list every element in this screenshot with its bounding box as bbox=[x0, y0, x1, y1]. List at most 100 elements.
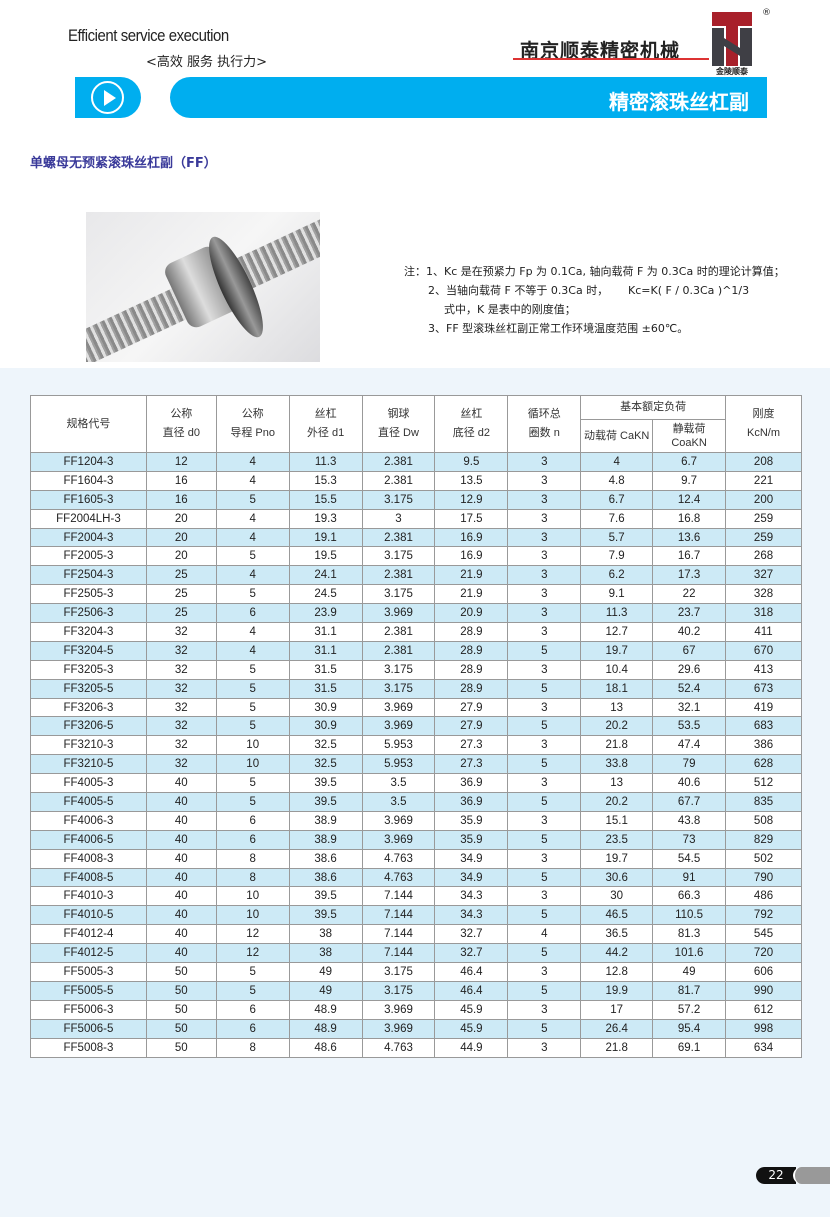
table-cell: 15.1 bbox=[580, 810, 654, 831]
table-row: FF4012-5 40 12 38 7.144 32.7 5 44.2 101.6 720 bbox=[30, 943, 802, 964]
table-cell: 40 bbox=[145, 924, 217, 945]
table-cell: 6.7 bbox=[580, 489, 654, 510]
table-row: FF5005-3 50 5 49 3.175 46.4 3 12.8 49 606 bbox=[30, 962, 802, 982]
table-row: FF3210-3 32 10 32.5 5.953 27.3 3 21.8 47.4 386 bbox=[30, 735, 802, 756]
table-row: FF3204-5 32 4 31.1 2.381 28.9 5 19.7 67 670 bbox=[30, 640, 802, 661]
table-cell: FF4010-3 bbox=[30, 886, 147, 907]
table-cell: FF2005-3 bbox=[30, 546, 147, 567]
table-cell: 32 bbox=[145, 735, 217, 756]
table-cell: 4 bbox=[215, 640, 290, 661]
table-cell: FF4005-5 bbox=[30, 792, 147, 812]
table-cell: 30.9 bbox=[288, 697, 363, 718]
table-cell: 545 bbox=[725, 924, 802, 945]
table-cell: 32.1 bbox=[652, 697, 727, 718]
table-cell: 49 bbox=[652, 962, 727, 982]
table-cell: 21.9 bbox=[434, 565, 509, 586]
table-row: FF3206-3 32 5 30.9 3.969 27.9 3 13 32.1 419 bbox=[30, 697, 802, 718]
table-cell: 419 bbox=[725, 697, 802, 718]
table-cell: 792 bbox=[725, 905, 802, 926]
table-cell: 81.7 bbox=[652, 980, 727, 1001]
note-1: 注：1、Kc 是在预紧力 Fp 为 0.1Ca, 轴向载荷 F 为 0.3Ca … bbox=[404, 265, 785, 278]
table-row: FF3205-5 32 5 31.5 3.175 28.9 5 18.1 52.4 673 bbox=[30, 678, 802, 699]
table-cell: 43.8 bbox=[652, 810, 727, 831]
table-cell: 19.9 bbox=[580, 980, 654, 1001]
table-cell: 22 bbox=[652, 584, 727, 605]
table-cell: 32 bbox=[145, 678, 217, 699]
table-cell: 12 bbox=[215, 924, 290, 945]
table-cell: 10.4 bbox=[580, 659, 654, 680]
table-cell: 2.381 bbox=[361, 452, 436, 472]
table-cell: 47.4 bbox=[652, 735, 727, 756]
table-cell: FF2505-3 bbox=[30, 584, 147, 605]
table-cell: 49 bbox=[288, 980, 363, 1001]
table-cell: FF5008-3 bbox=[30, 1037, 147, 1058]
slogan-chinese: <高效 服务 执行力> bbox=[146, 55, 268, 70]
table-cell: 17.3 bbox=[652, 565, 727, 586]
table-cell: 49 bbox=[288, 962, 363, 982]
table-cell: 12 bbox=[215, 943, 290, 964]
table-cell: FF3205-5 bbox=[30, 678, 147, 699]
table-cell: 23.7 bbox=[652, 603, 727, 624]
table-cell: 40 bbox=[145, 867, 217, 888]
table-cell: 24.1 bbox=[288, 565, 363, 586]
table-cell: 110.5 bbox=[652, 905, 727, 926]
table-cell: 259 bbox=[725, 527, 802, 548]
table-cell: 3.175 bbox=[361, 489, 436, 510]
table-cell: 44.2 bbox=[580, 943, 654, 964]
table-cell: 38.6 bbox=[288, 867, 363, 888]
table-cell: 3 bbox=[507, 735, 582, 756]
table-cell: 502 bbox=[725, 848, 802, 869]
table-cell: 3.969 bbox=[361, 999, 436, 1020]
table-cell: 38.9 bbox=[288, 829, 363, 850]
table-cell: 683 bbox=[725, 716, 802, 737]
table-cell: 15.3 bbox=[288, 470, 363, 491]
table-cell: FF3210-3 bbox=[30, 735, 147, 756]
table-cell: FF4012-4 bbox=[30, 924, 147, 945]
table-cell: 5 bbox=[507, 792, 582, 812]
table-row: FF3206-5 32 5 30.9 3.969 27.9 5 20.2 53.5 683 bbox=[30, 716, 802, 737]
table-cell: 5 bbox=[507, 678, 582, 699]
table-cell: 6 bbox=[215, 810, 290, 831]
table-cell: 33.8 bbox=[580, 754, 654, 775]
table-cell: FF2004-3 bbox=[30, 527, 147, 548]
table-cell: 3 bbox=[507, 508, 582, 529]
table-cell: 46.5 bbox=[580, 905, 654, 926]
table-row: FF2505-3 25 5 24.5 3.175 21.9 3 9.1 22 328 bbox=[30, 584, 802, 605]
table-cell: 4.763 bbox=[361, 848, 436, 869]
table-cell: 7.144 bbox=[361, 943, 436, 964]
table-row: FF1604-3 16 4 15.3 2.381 13.5 3 4.8 9.7 221 bbox=[30, 470, 802, 491]
table-cell: 12.8 bbox=[580, 962, 654, 982]
page-number: 22 bbox=[756, 1167, 796, 1184]
table-cell: 4 bbox=[215, 622, 290, 642]
table-cell: 208 bbox=[725, 452, 802, 472]
table-cell: 46.4 bbox=[434, 980, 509, 1001]
table-cell: FF5006-3 bbox=[30, 999, 147, 1020]
table-cell: 24.5 bbox=[288, 584, 363, 605]
table-row: FF4008-5 40 8 38.6 4.763 34.9 5 30.6 91 790 bbox=[30, 867, 802, 888]
table-cell: 38.9 bbox=[288, 810, 363, 831]
table-cell: 3 bbox=[507, 773, 582, 794]
table-cell: 3 bbox=[507, 603, 582, 624]
table-cell: 3 bbox=[507, 962, 582, 982]
table-cell: 25 bbox=[145, 565, 217, 586]
table-row: FF4006-3 40 6 38.9 3.969 35.9 3 15.1 43.8 508 bbox=[30, 810, 802, 831]
table-row: FF5005-5 50 5 49 3.175 46.4 5 19.9 81.7 990 bbox=[30, 980, 802, 1001]
table-cell: 486 bbox=[725, 886, 802, 907]
table-cell: 12.7 bbox=[580, 622, 654, 642]
table-cell: FF3205-3 bbox=[30, 659, 147, 680]
table-cell: 25 bbox=[145, 584, 217, 605]
table-cell: 3.5 bbox=[361, 773, 436, 794]
section-title: 单螺母无预紧滚珠丝杠副（FF） bbox=[30, 156, 217, 171]
table-cell: 8 bbox=[215, 867, 290, 888]
table-cell: 53.5 bbox=[652, 716, 727, 737]
note-2b: 式中，K 是表中的刚度值； bbox=[444, 303, 576, 316]
table-cell: 5 bbox=[215, 773, 290, 794]
table-cell: 46.4 bbox=[434, 962, 509, 982]
table-cell: 3 bbox=[507, 1037, 582, 1058]
play-button[interactable] bbox=[75, 77, 141, 118]
table-cell: 3.969 bbox=[361, 829, 436, 850]
table-cell: 9.7 bbox=[652, 470, 727, 491]
table-row: FF5006-5 50 6 48.9 3.969 45.9 5 26.4 95.4 998 bbox=[30, 1018, 802, 1039]
header-dw: 钢球 直径 Dw bbox=[361, 395, 436, 453]
table-cell: 5.953 bbox=[361, 735, 436, 756]
